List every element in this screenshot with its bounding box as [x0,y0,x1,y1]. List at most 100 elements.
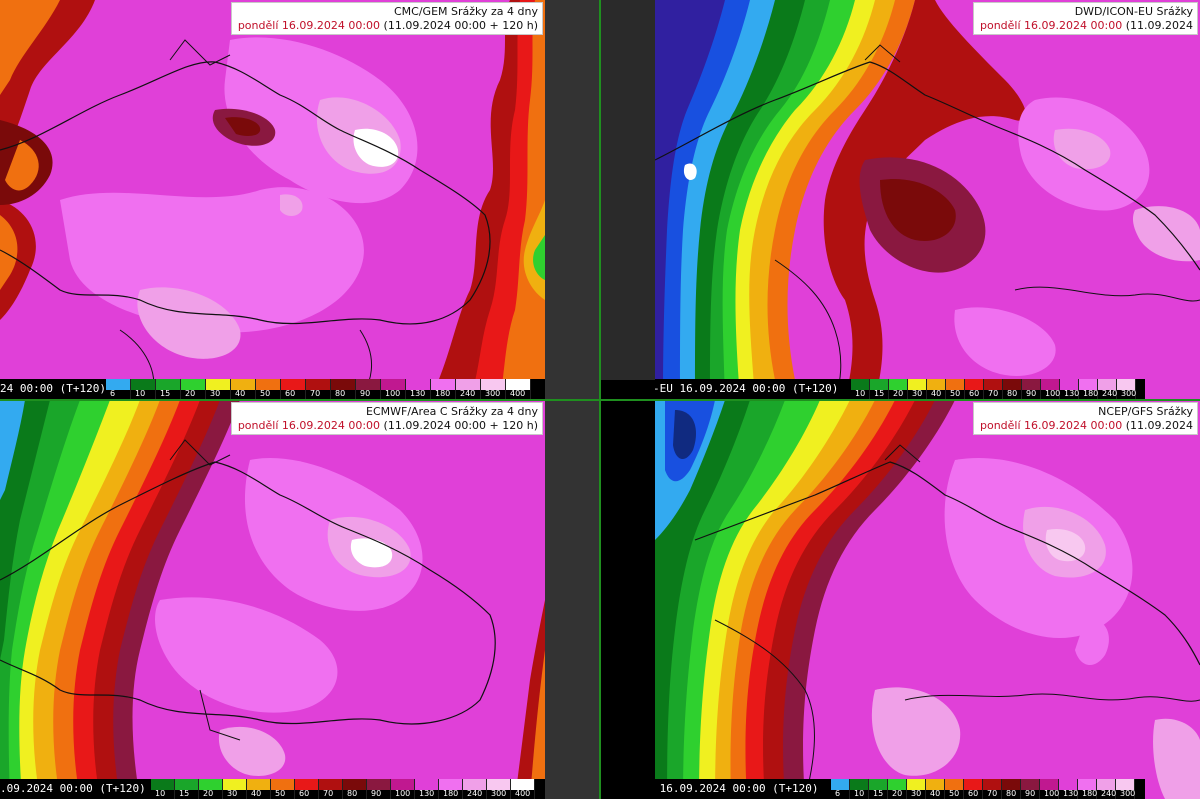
legend-tick-label: 40 [931,389,942,398]
legend-cell: 80 [331,379,356,399]
legend-swatch [927,379,945,390]
legend-caption-icon: DWD/ICON-EU 16.09.2024 00:00 (T+120) [655,382,839,395]
legend-tick-label: 10 [135,389,146,398]
legend-tick-label: 180 [443,789,459,798]
legend-tick-label: 60 [299,789,310,798]
legend-swatch [1097,779,1115,790]
legend-tick-label: 70 [987,789,998,798]
legend-swatch [481,379,505,390]
legend-tick-label: 130 [410,389,426,398]
legend-tick-label: 130 [419,789,435,798]
legend-swatch [1022,379,1040,390]
map-title-gfs: NCEP/GFS Srážky [1098,405,1193,418]
legend-cell: 180 [1079,379,1098,399]
legend-swatch [1003,379,1021,390]
legend-tick-label: 90 [1025,789,1036,798]
legend-cell: 400 [506,379,531,399]
legend-swatch [431,379,455,390]
legend-tick-label: 20 [185,389,196,398]
legend-tick-label: 100 [1045,389,1061,398]
legend-cell: 30 [907,779,926,799]
map-date-gem: pondělí 16.09.2024 00:00 (11.09.2024 00:… [238,19,538,33]
legend-cell: 300 [481,379,506,399]
legend-cell: 40 [927,379,946,399]
legend-tick-label: 15 [873,789,884,798]
legend-tick-label: 180 [1082,789,1098,798]
legend-tick-label: 15 [874,389,885,398]
legend-swatch [1098,379,1116,390]
legend-swatch [367,779,390,790]
precip-map-gfs [655,400,1200,799]
legend-cell: 90 [1021,779,1040,799]
legend-tick-label: 240 [1102,389,1118,398]
legend-tick-label: 30 [911,789,922,798]
legend-cell: 130 [415,779,439,799]
legend-cell: 15 [870,379,889,399]
legend-tick-label: 90 [1026,389,1037,398]
legend-swatch [926,779,944,790]
legend-tick-label: 50 [950,389,961,398]
legend-cell: 240 [1097,779,1116,799]
legend-swatch [851,379,869,390]
legend-cell: 90 [1022,379,1041,399]
legend-tick-label: 40 [930,789,941,798]
legend-tick-label: 100 [395,789,411,798]
legend-swatch [231,379,255,390]
map-date-ecmwf: pondělí 16.09.2024 00:00 (11.09.2024 00:… [238,419,538,433]
legend-tick-label: 10 [855,389,866,398]
legend-cell: 6 [106,379,131,399]
legend-bar-ecmwf: .09.2024 00:00 (T+120) 10 15 20 30 40 50 60 70 8… [0,779,545,799]
legend-cell: 100 [381,379,406,399]
legend-swatch [1059,779,1077,790]
legend-tick-label: 15 [179,789,190,798]
legend-swatch [406,379,430,390]
legend-tick-label: 400 [510,389,526,398]
legend-caption-gfs: NCEP/GFS 16.09.2024 00:00 (T+120) [655,782,819,795]
legend-swatch [131,379,155,390]
legend-tick-label: 20 [203,789,214,798]
legend-cell: 80 [1003,379,1022,399]
legend-tick-label: 30 [227,789,238,798]
valid-date-icon: pondělí 16.09.2024 00:00 [979,19,1123,32]
legend-cell: 10 [850,779,869,799]
legend-cell: 100 [1040,779,1059,799]
legend-tick-label: 6 [835,789,841,798]
legend-tick-label: 10 [155,789,166,798]
legend-swatch [1079,379,1097,390]
legend-tick-label: 130 [1063,789,1079,798]
legend-bar-icon: DWD/ICON-EU 16.09.2024 00:00 (T+120) 10 1… [655,379,1145,399]
legend-cell: 50 [256,379,281,399]
legend-tick-label: 70 [988,389,999,398]
legend-tick-label: 300 [491,789,507,798]
legend-cell: 70 [319,779,343,799]
legend-tick-label: 80 [335,389,346,398]
map-title-icon: DWD/ICON-EU Srážky [1074,5,1193,18]
legend-cell: 50 [945,779,964,799]
legend-cell: 10 [131,379,156,399]
legend-tick-label: 15 [160,389,171,398]
legend-tick-label: 100 [385,389,401,398]
legend-cell: 300 [487,779,511,799]
legend-swatch [506,379,530,390]
legend-swatch [870,379,888,390]
legend-swatch [356,379,380,390]
run-info-icon: (11.09.2024 [1122,19,1193,32]
map-panel-gfs: NCEP/GFS Srážky pondělí 16.09.2024 00:00… [655,400,1200,799]
map-date-gfs: pondělí 16.09.2024 00:00 (11.09.2024 [980,419,1193,433]
legend-cell: 6 [831,779,850,799]
legend-cell: 70 [984,379,1003,399]
legend-tick-label: 100 [1044,789,1060,798]
legend-cell: 50 [946,379,965,399]
legend-swatch [181,379,205,390]
legend-swatch [463,779,486,790]
legend-swatch [223,779,246,790]
map-date-icon: pondělí 16.09.2024 00:00 (11.09.2024 [980,19,1193,33]
legend-swatch [869,779,887,790]
legend-tick-label: 300 [1121,389,1137,398]
legend-tick-label: 30 [912,389,923,398]
legend-tick-label: 6 [110,389,116,398]
legend-cells-icon: 10 15 20 30 40 50 60 70 80 90 100 130 180 240 300 [851,379,1136,399]
run-info-gem: (11.09.2024 00:00 + 120 h) [380,19,538,32]
map-panel-gem: CMC/GEM Srážky za 4 dny pondělí 16.09.20… [0,0,545,399]
legend-tick-label: 240 [467,789,483,798]
